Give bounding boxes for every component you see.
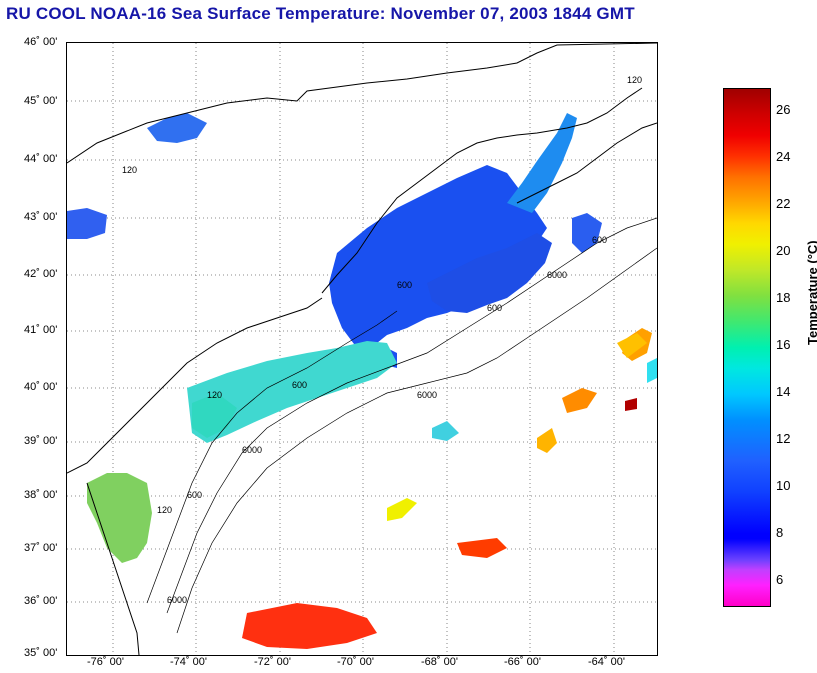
sst-patch-georges [427,233,552,313]
sst-patch-bay-of-fundy [507,113,577,213]
lon-label-72: -72˚ 00' [254,656,291,668]
lat-label-35: 35˚ 00' [24,647,58,659]
contour-6000 [176,247,657,634]
coastline-nova-scotia [516,122,657,204]
lat-label-39: 39˚ 00' [24,435,58,447]
lat-label-38: 38˚ 00' [24,489,58,501]
colorbar-title: Temperature (°C) [805,240,817,345]
lon-label-68: -68˚ 00' [421,656,458,668]
contour-label-7: 6000 [242,445,262,455]
colorbar-tick-6: 6 [776,572,784,587]
sst-patch-yellow-east [617,333,647,358]
contour-label-11: 600 [592,235,607,245]
sst-patch-lake-ontario [67,208,107,239]
lat-label-41: 41˚ 00' [24,324,58,336]
bathymetry-contours [146,217,657,634]
lat-label-36: 36˚ 00' [24,595,58,607]
colorbar-tick-10: 10 [776,478,791,493]
coastline-maine [321,87,643,294]
lat-label-40: 40˚ 00' [24,381,58,393]
sst-data [67,113,657,649]
sst-patch-gulf-of-maine [329,165,547,368]
colorbar-tick-18: 18 [776,290,791,305]
colorbar-tick-24: 24 [776,149,791,164]
coastline [67,43,657,655]
lon-label-76: -76˚ 00' [87,656,124,668]
coastline-chesapeake [86,482,140,655]
colorbar-tick-14: 14 [776,384,791,399]
map-title: RU COOL NOAA-16 Sea Surface Temperature:… [6,4,635,23]
sst-map: 120 600 6000 600 600 120 6000 600 120 60… [66,42,658,656]
lon-label-64: -64˚ 00' [588,656,625,668]
contour-label-13: 6000 [547,270,567,280]
contour-label-6: 120 [207,390,222,400]
colorbar-tick-12: 12 [776,431,791,446]
colorbar-tick-26: 26 [776,102,791,117]
sst-patch-blue-upper [147,113,207,143]
sst-patch-east-cyan [647,358,657,383]
sst-patch-gulfstream-2 [562,388,597,413]
sst-patch-red-south [242,603,377,649]
sst-patch-gulfstream-3 [537,428,557,453]
lat-label-46: 46˚ 00' [24,36,58,48]
colorbar-tick-16: 16 [776,337,791,352]
contour-label-9: 120 [157,505,172,515]
contour-label-10: 6000 [167,595,187,605]
contour-label-1: 120 [122,165,137,175]
contour-label-12: 120 [627,75,642,85]
contour-label-2: 600 [397,280,412,290]
lat-label-44: 44˚ 00' [24,153,58,165]
sst-map-canvas: 120 600 6000 600 600 120 6000 600 120 60… [67,43,657,655]
sst-patch-darkred [625,398,637,411]
lon-label-74: -74˚ 00' [170,656,207,668]
contour-label-5: 600 [292,380,307,390]
lat-label-43: 43˚ 00' [24,211,58,223]
contour-label-4: 600 [487,303,502,313]
sst-patch-red-south-2 [457,538,507,558]
contour-label-3: 6000 [417,390,437,400]
lat-label-42: 42˚ 00' [24,268,58,280]
coastline-mid-atlantic [67,297,323,474]
colorbar-tick-22: 22 [776,196,791,211]
temperature-colorbar [723,88,771,607]
lat-label-45: 45˚ 00' [24,95,58,107]
contour-600 [166,217,657,614]
contour-label-8: 600 [187,490,202,500]
sst-patch-scotian [572,213,602,253]
colorbar-tick-8: 8 [776,525,784,540]
lon-label-70: -70˚ 00' [337,656,374,668]
contour-120 [146,310,398,604]
sst-patch-shelf-cyan [187,341,397,443]
contour-labels: 120 600 6000 600 600 120 6000 600 120 60… [122,75,642,605]
sst-patch-cyan-mid [432,421,459,441]
colorbar-tick-20: 20 [776,243,791,258]
lat-label-37: 37˚ 00' [24,542,58,554]
sst-patch-chesapeake [87,473,152,563]
sst-patch-yellow-1 [387,498,417,521]
coastline-northeast [67,43,657,164]
lon-label-66: -66˚ 00' [504,656,541,668]
